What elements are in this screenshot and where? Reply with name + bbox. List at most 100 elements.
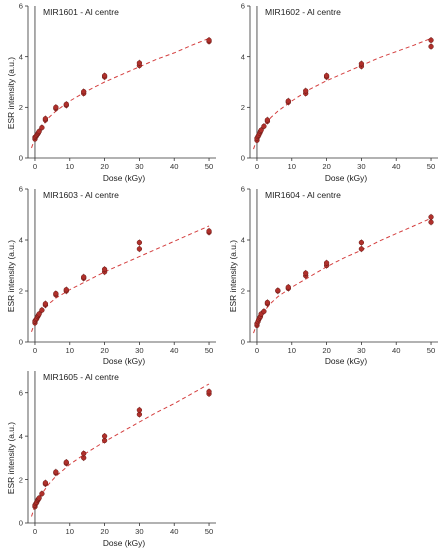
panel-mir1603: MIR1603 - Al centre ESR intensity (a.u.)… [6, 185, 216, 366]
x-tick-label: 0 [33, 162, 37, 171]
x-axis-label: Dose (kGy) [325, 356, 368, 366]
data-point [63, 287, 69, 293]
data-point [358, 61, 365, 67]
fit-curve [253, 217, 432, 334]
x-tick-label: 50 [427, 162, 435, 171]
fit-curve [31, 383, 210, 517]
x-tick-label: 40 [170, 346, 178, 355]
data-point [36, 495, 42, 501]
x-axis-label: Dose (kGy) [103, 173, 146, 183]
data-point [428, 214, 434, 220]
y-axis-label: ESR intensity (a.u.) [228, 240, 238, 312]
data-point [264, 299, 271, 306]
y-tick-label: 2 [19, 287, 23, 296]
y-tick-label: 0 [241, 154, 245, 163]
x-tick-label: 30 [357, 162, 365, 171]
panel-title: MIR1604 - Al centre [265, 190, 341, 200]
data-point [136, 246, 143, 252]
x-tick-label: 10 [66, 162, 74, 171]
y-axis-label: ESR intensity (a.u.) [6, 422, 16, 494]
x-tick-label: 20 [100, 346, 108, 355]
data-point [42, 301, 49, 307]
data-point [261, 308, 267, 315]
x-tick-label: 10 [66, 527, 74, 536]
x-tick-label: 50 [205, 162, 213, 171]
x-tick-label: 30 [357, 346, 365, 355]
x-tick-label: 30 [135, 162, 143, 171]
data-point [39, 124, 45, 131]
data-point [39, 491, 45, 497]
y-tick-label: 2 [241, 103, 245, 112]
y-tick-label: 2 [241, 287, 245, 296]
y-tick-label: 6 [19, 185, 23, 194]
data-point [428, 219, 434, 225]
y-tick-label: 4 [19, 432, 23, 441]
y-tick-label: 6 [241, 2, 245, 11]
data-point [303, 270, 309, 276]
x-tick-label: 20 [100, 162, 108, 171]
panel-mir1604: MIR1604 - Al centre ESR intensity (a.u.)… [228, 185, 438, 366]
data-point [101, 266, 108, 272]
data-point [53, 290, 59, 297]
x-tick-label: 0 [33, 346, 37, 355]
data-point [42, 480, 49, 486]
x-tick-label: 40 [170, 162, 178, 171]
y-axis-label: ESR intensity (a.u.) [6, 57, 16, 129]
panel-title: MIR1605 - Al centre [43, 372, 119, 382]
data-point [36, 128, 42, 135]
data-point [206, 37, 212, 43]
fit-curve [31, 225, 210, 332]
y-tick-label: 6 [19, 388, 23, 397]
x-axis-label: Dose (kGy) [103, 538, 146, 548]
data-point [428, 43, 434, 50]
x-tick-label: 50 [427, 346, 435, 355]
y-tick-label: 6 [241, 185, 245, 194]
y-tick-label: 2 [19, 475, 23, 484]
x-tick-label: 30 [135, 346, 143, 355]
panel-mir1605: MIR1605 - Al centre ESR intensity (a.u.)… [6, 371, 216, 548]
x-tick-label: 30 [135, 527, 143, 536]
data-point [39, 307, 45, 313]
x-tick-label: 10 [66, 346, 74, 355]
data-point [206, 388, 212, 395]
data-point [63, 459, 69, 465]
data-point [323, 73, 330, 79]
data-point [136, 407, 143, 413]
panel-mir1602: MIR1602 - Al centre Dose (kGy) 0 10 20 30 40… [241, 2, 438, 183]
x-tick-label: 20 [100, 527, 108, 536]
data-point [428, 37, 434, 43]
y-tick-label: 0 [19, 338, 23, 347]
data-point [358, 246, 365, 252]
x-tick-label: 50 [205, 527, 213, 536]
data-point [303, 88, 309, 94]
panel-title: MIR1602 - Al centre [265, 7, 341, 17]
data-point [136, 60, 143, 66]
data-point [36, 311, 42, 317]
panel-title: MIR1601 - Al centre [43, 7, 119, 17]
y-axis-label: ESR intensity (a.u.) [6, 240, 16, 312]
y-tick-label: 4 [241, 236, 245, 245]
y-tick-label: 0 [19, 519, 23, 528]
x-axis-label: Dose (kGy) [103, 356, 146, 366]
data-point [285, 98, 291, 104]
y-tick-label: 2 [19, 103, 23, 112]
data-point [136, 239, 143, 246]
fit-curve [253, 37, 432, 150]
data-point [285, 284, 291, 290]
y-tick-label: 4 [241, 52, 245, 61]
x-tick-label: 0 [33, 527, 37, 536]
x-tick-label: 10 [288, 162, 296, 171]
data-point [323, 260, 330, 266]
y-tick-label: 0 [19, 154, 23, 163]
data-point [63, 101, 69, 107]
x-tick-label: 40 [392, 346, 400, 355]
data-point [81, 88, 87, 95]
data-point [261, 123, 267, 129]
y-tick-label: 6 [19, 2, 23, 11]
y-tick-label: 4 [19, 52, 23, 61]
data-point [258, 127, 264, 133]
x-tick-label: 10 [288, 346, 296, 355]
panel-mir1601: MIR1601 - Al centre ESR intensity (a.u.)… [6, 2, 216, 183]
data-point [42, 116, 49, 122]
